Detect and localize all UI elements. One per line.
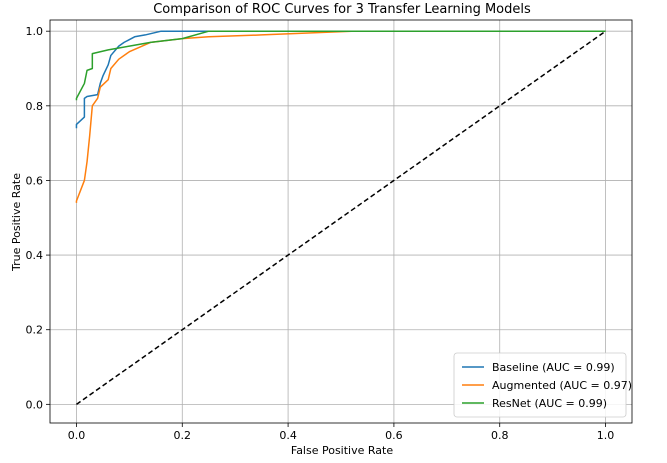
- legend-label-2: ResNet (AUC = 0.99): [492, 397, 607, 410]
- chance-line: [76, 30, 606, 405]
- y-tick-label: 0.6: [26, 174, 44, 187]
- x-tick-label: 0.0: [68, 429, 86, 442]
- chart-title: Comparison of ROC Curves for 3 Transfer …: [153, 2, 531, 17]
- series-line-2: [75, 30, 606, 101]
- y-tick-label: 0.8: [26, 100, 44, 113]
- y-tick-label: 1.0: [26, 25, 44, 38]
- series-lines: [75, 30, 606, 203]
- grid: [50, 20, 632, 423]
- legend-label-0: Baseline (AUC = 0.99): [492, 361, 615, 374]
- y-axis-label: True Positive Rate: [10, 173, 23, 272]
- x-tick-label: 0.4: [279, 429, 297, 442]
- x-tick-label: 0.8: [491, 429, 509, 442]
- x-tick-label: 0.2: [174, 429, 192, 442]
- y-tick-label: 0.2: [26, 324, 44, 337]
- series-line-1: [75, 30, 606, 203]
- y-axis-ticks: 0.0 0.2 0.4 0.6 0.8 1.0: [26, 25, 50, 411]
- x-tick-label: 1.0: [597, 429, 615, 442]
- y-tick-label: 0.4: [26, 249, 44, 262]
- legend: Baseline (AUC = 0.99) Augmented (AUC = 0.…: [453, 352, 632, 418]
- legend-label-1: Augmented (AUC = 0.97): [492, 379, 632, 392]
- legend-box: [453, 352, 627, 418]
- x-axis-label: False Positive Rate: [291, 444, 393, 457]
- series-line-0: [75, 30, 606, 129]
- x-axis-ticks: 0.0 0.2 0.4 0.6 0.8 1.0: [68, 423, 615, 442]
- y-tick-label: 0.0: [26, 398, 44, 411]
- x-tick-label: 0.6: [385, 429, 403, 442]
- reference-diagonal: [76, 30, 606, 405]
- plot-frame: [49, 19, 633, 424]
